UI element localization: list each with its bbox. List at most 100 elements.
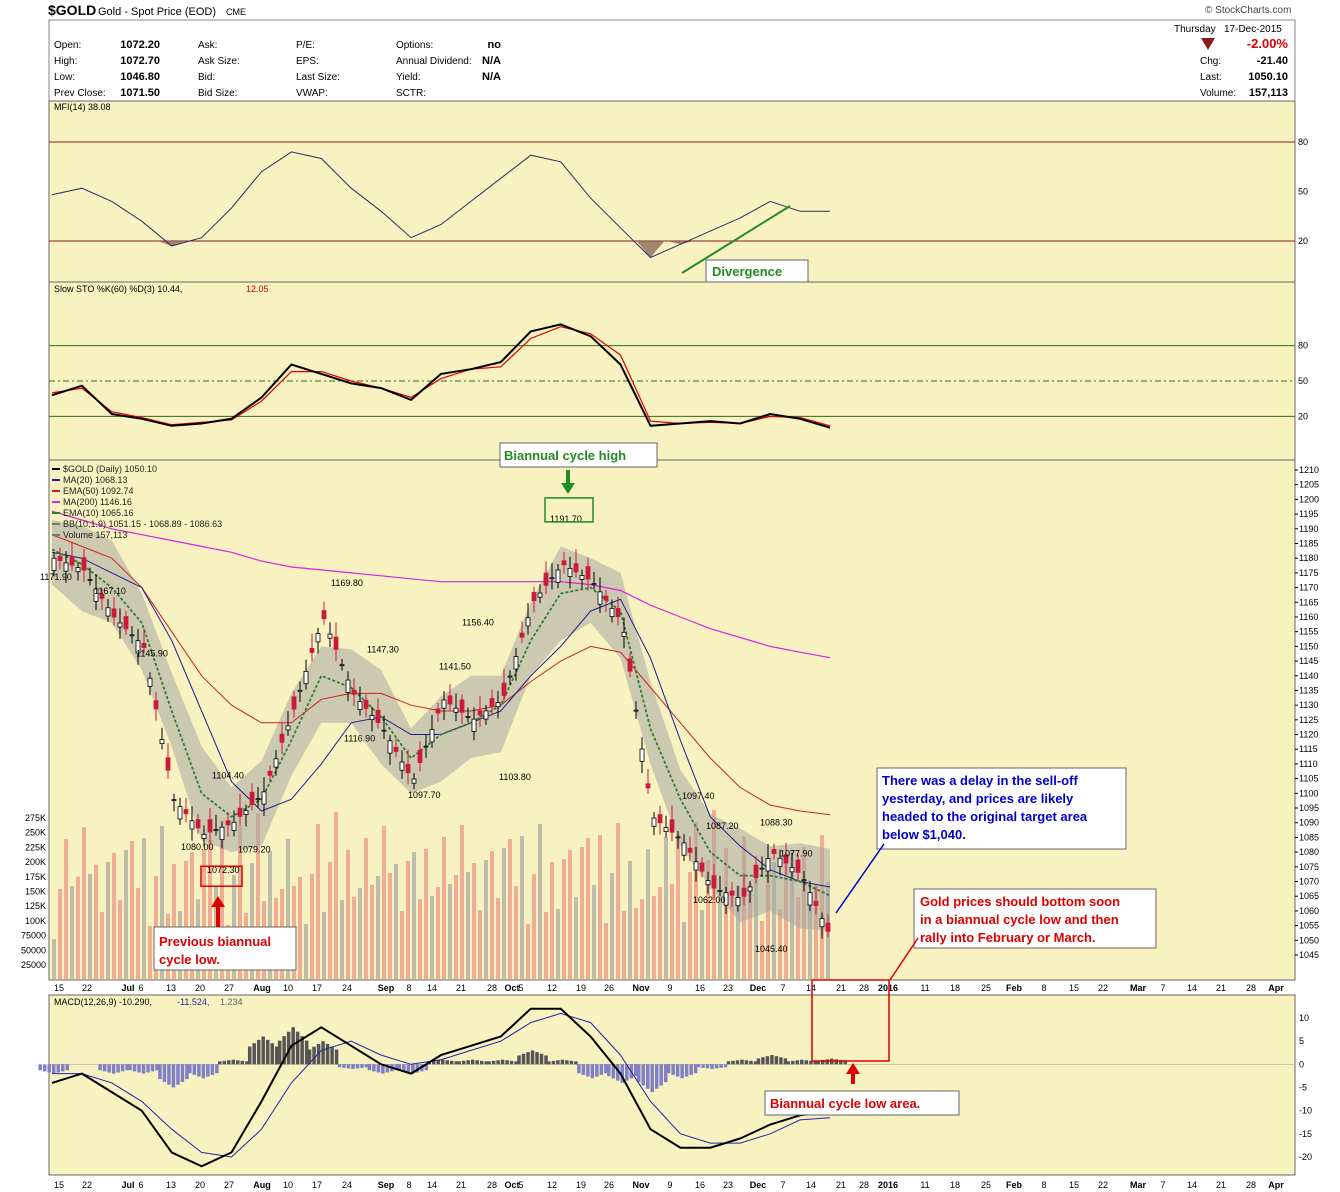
header-field-label: Bid: (198, 72, 215, 83)
price-tick-label: 1160 (1299, 612, 1318, 622)
macd-histogram-bar (795, 1060, 800, 1065)
x-tick-label: 11 (920, 983, 929, 993)
x-tick-label: 22 (1098, 983, 1108, 993)
candle-body (189, 820, 195, 830)
candle-body (159, 739, 165, 745)
x-tick-label: 27 (224, 1180, 234, 1190)
candle-body (723, 892, 729, 906)
macd-histogram-bar (765, 1056, 770, 1065)
volume-bar (706, 860, 710, 979)
price-tick-label: 1050 (1299, 935, 1319, 945)
macd-histogram-bar (726, 1061, 731, 1065)
delay-label-line: There was a delay in the sell-off (882, 773, 1078, 788)
header-field-label: High: (54, 56, 77, 67)
volume-bar (592, 885, 596, 979)
bottom-callout (913, 888, 1157, 949)
macd-histogram-bar (675, 1064, 680, 1077)
header-field-value: N/A (482, 71, 501, 83)
x-tick-label: Feb (1006, 1180, 1023, 1190)
macd-histogram-bar (671, 1064, 675, 1075)
x-tick-label: Dec (750, 1180, 767, 1190)
volume-bar (514, 886, 518, 979)
symbol: $GOLD (48, 2, 96, 18)
delay-label-line: yesterday, and prices are likely (882, 791, 1074, 806)
price-tick-label: 1195 (1299, 509, 1318, 519)
price-label: 1097.40 (682, 791, 715, 801)
header-field-value: 1071.50 (120, 87, 160, 99)
macd-histogram-bar (816, 1060, 820, 1065)
candle-body (711, 875, 717, 889)
prev-low-label-1: Previous biannual (159, 934, 271, 949)
macd-line (51, 1007, 831, 1168)
candle-body (99, 593, 105, 599)
volume-bar (136, 888, 140, 979)
price-label: 1141.50 (439, 661, 471, 671)
candle-body (801, 879, 807, 882)
macd-histogram-bar (595, 1064, 599, 1077)
candle-body (573, 563, 579, 573)
macd-histogram-bar (245, 1061, 249, 1065)
volume-bar (496, 898, 500, 979)
macd-histogram-bar (454, 1061, 458, 1065)
candle-body (657, 814, 663, 824)
bottom-label-line: rally into February or March. (920, 930, 1096, 945)
x-tick-label: 14 (806, 983, 816, 993)
candle-body (747, 886, 753, 892)
macd-histogram-bar (43, 1064, 47, 1072)
macd-histogram-bar (402, 1064, 406, 1072)
macd-histogram-bar (779, 1057, 783, 1065)
header-fields-mid1: Ask: Ask Size: Bid: Bid Size: (198, 40, 240, 99)
sto-panel-bg (48, 281, 1296, 461)
prev-low-arrow-shaft (216, 905, 220, 927)
x-tick-label: 9 (667, 1180, 672, 1190)
header-field-label: Open: (54, 40, 81, 51)
price-tick-label: 1145 (1299, 656, 1318, 666)
volume-bar (328, 862, 332, 979)
symbol-name: Gold - Spot Price (EOD) (98, 6, 216, 18)
volume-bar (622, 911, 626, 979)
candle-body (207, 819, 213, 833)
volume-bar (310, 874, 314, 979)
macd-histogram-bar (565, 1060, 569, 1065)
macd-histogram-bar (256, 1039, 261, 1065)
x-tick-label: 27 (224, 983, 234, 993)
header-field-label: Ask: (198, 40, 217, 51)
legend-entry: Volume 157,113 (63, 530, 127, 540)
macd-histogram-bar (521, 1053, 526, 1065)
x-tick-label: 14 (427, 983, 437, 993)
volume-bar (172, 864, 176, 979)
x-tick-label: Oct (504, 1180, 519, 1190)
volume-bar (460, 825, 464, 979)
volume-bar (544, 912, 548, 979)
volume-bar (616, 823, 620, 979)
divergence-label: Divergence (712, 264, 782, 279)
candle-body (489, 698, 495, 708)
x-tick-label: 16 (695, 983, 705, 993)
candle-body (741, 887, 747, 897)
header-field-label: Last Size: (296, 72, 340, 83)
candle-body (459, 699, 465, 713)
x-tick-label: 22 (1098, 1180, 1108, 1190)
price-label: 1147.30 (367, 644, 399, 654)
macd-histogram-bar (300, 1036, 304, 1065)
x-tick-label: 14 (806, 1180, 816, 1190)
macd-histogram-bar (360, 1064, 364, 1068)
volume-tick-label: 175K (25, 872, 46, 882)
macd-histogram-bar (167, 1064, 171, 1085)
volume-bar (436, 887, 440, 979)
candle-body (735, 897, 741, 907)
x-tick-label: 28 (487, 1180, 497, 1190)
prev-low-arrow-icon (211, 896, 225, 907)
candle-body (51, 557, 57, 571)
header-field-label: Prev Close: (54, 88, 106, 99)
candle-body (621, 631, 627, 637)
header-field-label: Annual Dividend: (396, 56, 472, 67)
price-label: 1156.40 (462, 618, 494, 628)
macd-histogram-bar (176, 1064, 180, 1085)
x-tick-label: Apr (1268, 983, 1284, 993)
volume-bar (478, 910, 482, 979)
bottom-pointer (889, 937, 919, 981)
x-tick-label: Nov (632, 1180, 649, 1190)
volume-bar (502, 848, 506, 979)
candle-body (543, 572, 549, 586)
